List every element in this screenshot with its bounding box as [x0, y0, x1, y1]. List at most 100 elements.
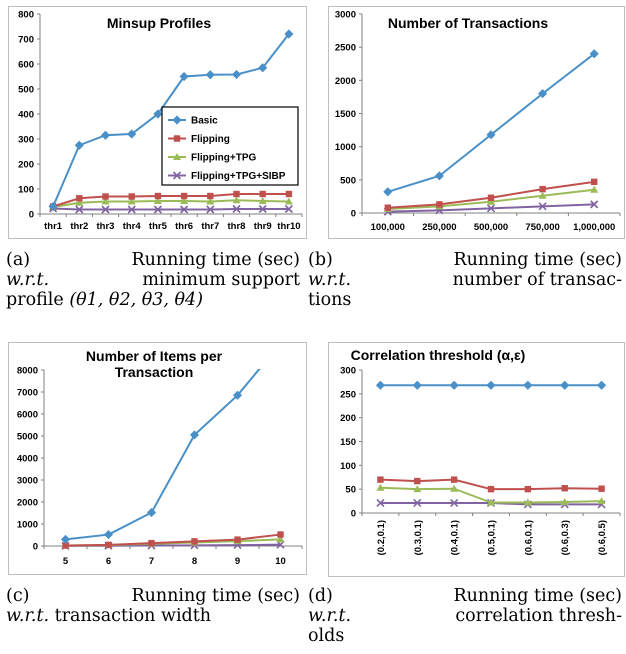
legend-label: Flipping+TPG+SIBP [191, 171, 286, 182]
data-point [414, 477, 421, 485]
x-tick-label: 10 [275, 556, 286, 567]
x-tick-label: 7 [149, 556, 154, 567]
data-point [258, 63, 268, 73]
data-point [179, 71, 189, 82]
series-basic [60, 369, 261, 544]
series-line [52, 33, 290, 207]
y-tick-label: 600 [18, 60, 34, 71]
data-point [105, 541, 112, 549]
x-tick-label: (0.6,0.3) [560, 520, 571, 555]
chart-c-svg: 0 1000 2000 3000 4000 5000 6000 7000 8000 5 6 7 8 9 10… [8, 342, 307, 575]
data-point [76, 195, 83, 202]
data-point [377, 476, 384, 483]
y-tick-label: 0 [351, 509, 356, 520]
caption-d-wrt: w.r.t. [308, 606, 352, 626]
y-tick-label: 700 [18, 35, 34, 46]
series-flipping-tpg [376, 483, 606, 506]
caption-b-line2: number of transac- [452, 270, 622, 290]
data-point [231, 69, 242, 80]
series-flipping [377, 476, 605, 493]
y-tick-label: 400 [18, 110, 34, 121]
x-tick-label: (0.2,0.1) [376, 520, 387, 555]
data-point [153, 197, 162, 204]
data-point [598, 485, 605, 492]
data-point [413, 498, 422, 508]
data-point [101, 205, 110, 214]
caption-b-label: (b) [308, 250, 333, 270]
series-flipping [62, 531, 284, 549]
data-point [486, 130, 496, 140]
data-point [376, 498, 385, 508]
data-point [127, 205, 136, 214]
data-point [62, 542, 69, 549]
data-point [258, 197, 267, 204]
y-tick-label: 2000 [335, 76, 356, 87]
y-tick-label: 3000 [335, 10, 356, 21]
data-point [148, 539, 155, 547]
data-point [277, 531, 284, 538]
x-tick-label: thr2 [70, 221, 88, 232]
x-tick-label: 8 [192, 556, 197, 567]
data-point [538, 89, 548, 99]
y-tick-label: 50 [345, 485, 356, 496]
data-point [102, 193, 109, 200]
y-tick-label: 6000 [17, 410, 38, 421]
data-point [524, 485, 532, 493]
data-point [449, 380, 459, 390]
chart-d-svg: 0 50 100 150 200 250 300 (0.2,0.1) (0.3,0.1) (0.4… [328, 342, 625, 577]
data-point [591, 178, 598, 186]
y-tick-label: 150 [340, 437, 356, 448]
data-point [189, 430, 200, 440]
chart-title-line: Number of Items per [86, 348, 223, 364]
y-tick-label: 0 [351, 209, 356, 220]
data-point [487, 485, 495, 493]
y-tick-label: 300 [18, 135, 34, 146]
data-point [376, 483, 385, 491]
data-point [523, 380, 533, 390]
data-point [205, 70, 215, 80]
data-point [597, 380, 607, 390]
legend-marker [172, 115, 182, 125]
data-point [284, 204, 293, 214]
series-flipping [384, 178, 598, 211]
data-point [436, 201, 443, 208]
x-tick-label: thr1 [44, 221, 63, 232]
legend-label: Basic [191, 116, 218, 127]
data-point [597, 497, 606, 505]
x-tick-label: thr7 [201, 221, 219, 232]
caption-a: (a) Running time (sec) w.r.t. minimum su… [6, 250, 300, 310]
chart-number-of-transactions: 0 500 1000 1500 2000 2500 3000 100,000 250,000 50… [318, 0, 626, 242]
y-tick-label: 8000 [17, 366, 38, 377]
caption-b-line3: tions [308, 290, 352, 310]
data-point [560, 380, 570, 390]
x-tick-label: 100,000 [371, 222, 405, 233]
y-tick-label: 2000 [17, 498, 38, 509]
x-tick-label: 5 [63, 556, 69, 567]
data-point [259, 190, 266, 198]
caption-a-line2: minimum support [142, 270, 300, 290]
chart-items-per-transaction: 0 1000 2000 3000 4000 5000 6000 7000 8000 5 6 7 8 9 10… [0, 336, 308, 580]
data-point [233, 190, 240, 198]
legend-label: Flipping [191, 134, 230, 145]
data-point [206, 205, 215, 214]
caption-d: (d) Running time (sec) w.r.t. correlatio… [308, 586, 622, 646]
series-line [52, 199, 289, 208]
caption-c: (c) Running time (sec) w.r.t. transactio… [6, 586, 300, 626]
chart-title-line: Transaction [115, 364, 194, 380]
chart-correlation-threshold: 0 50 100 150 200 250 300 (0.2,0.1) (0.3,0.1) (0.4… [318, 336, 626, 580]
data-point [100, 130, 111, 140]
caption-b-line1: Running time (sec) [453, 250, 622, 270]
legend-marker [173, 135, 181, 142]
x-tick-label: thr5 [149, 221, 168, 232]
y-tick-label: 2500 [335, 43, 356, 54]
caption-c-wrt: w.r.t. [6, 606, 50, 626]
series-line [65, 369, 261, 541]
series-basic [48, 29, 294, 212]
data-point [434, 171, 444, 181]
data-point [284, 29, 294, 39]
legend-item: Basic [168, 115, 218, 127]
y-tick-label: 4000 [17, 454, 38, 465]
x-tick-label: (0.5,0.1) [487, 520, 498, 555]
data-point [589, 49, 599, 59]
y-tick-label: 800 [18, 10, 34, 21]
